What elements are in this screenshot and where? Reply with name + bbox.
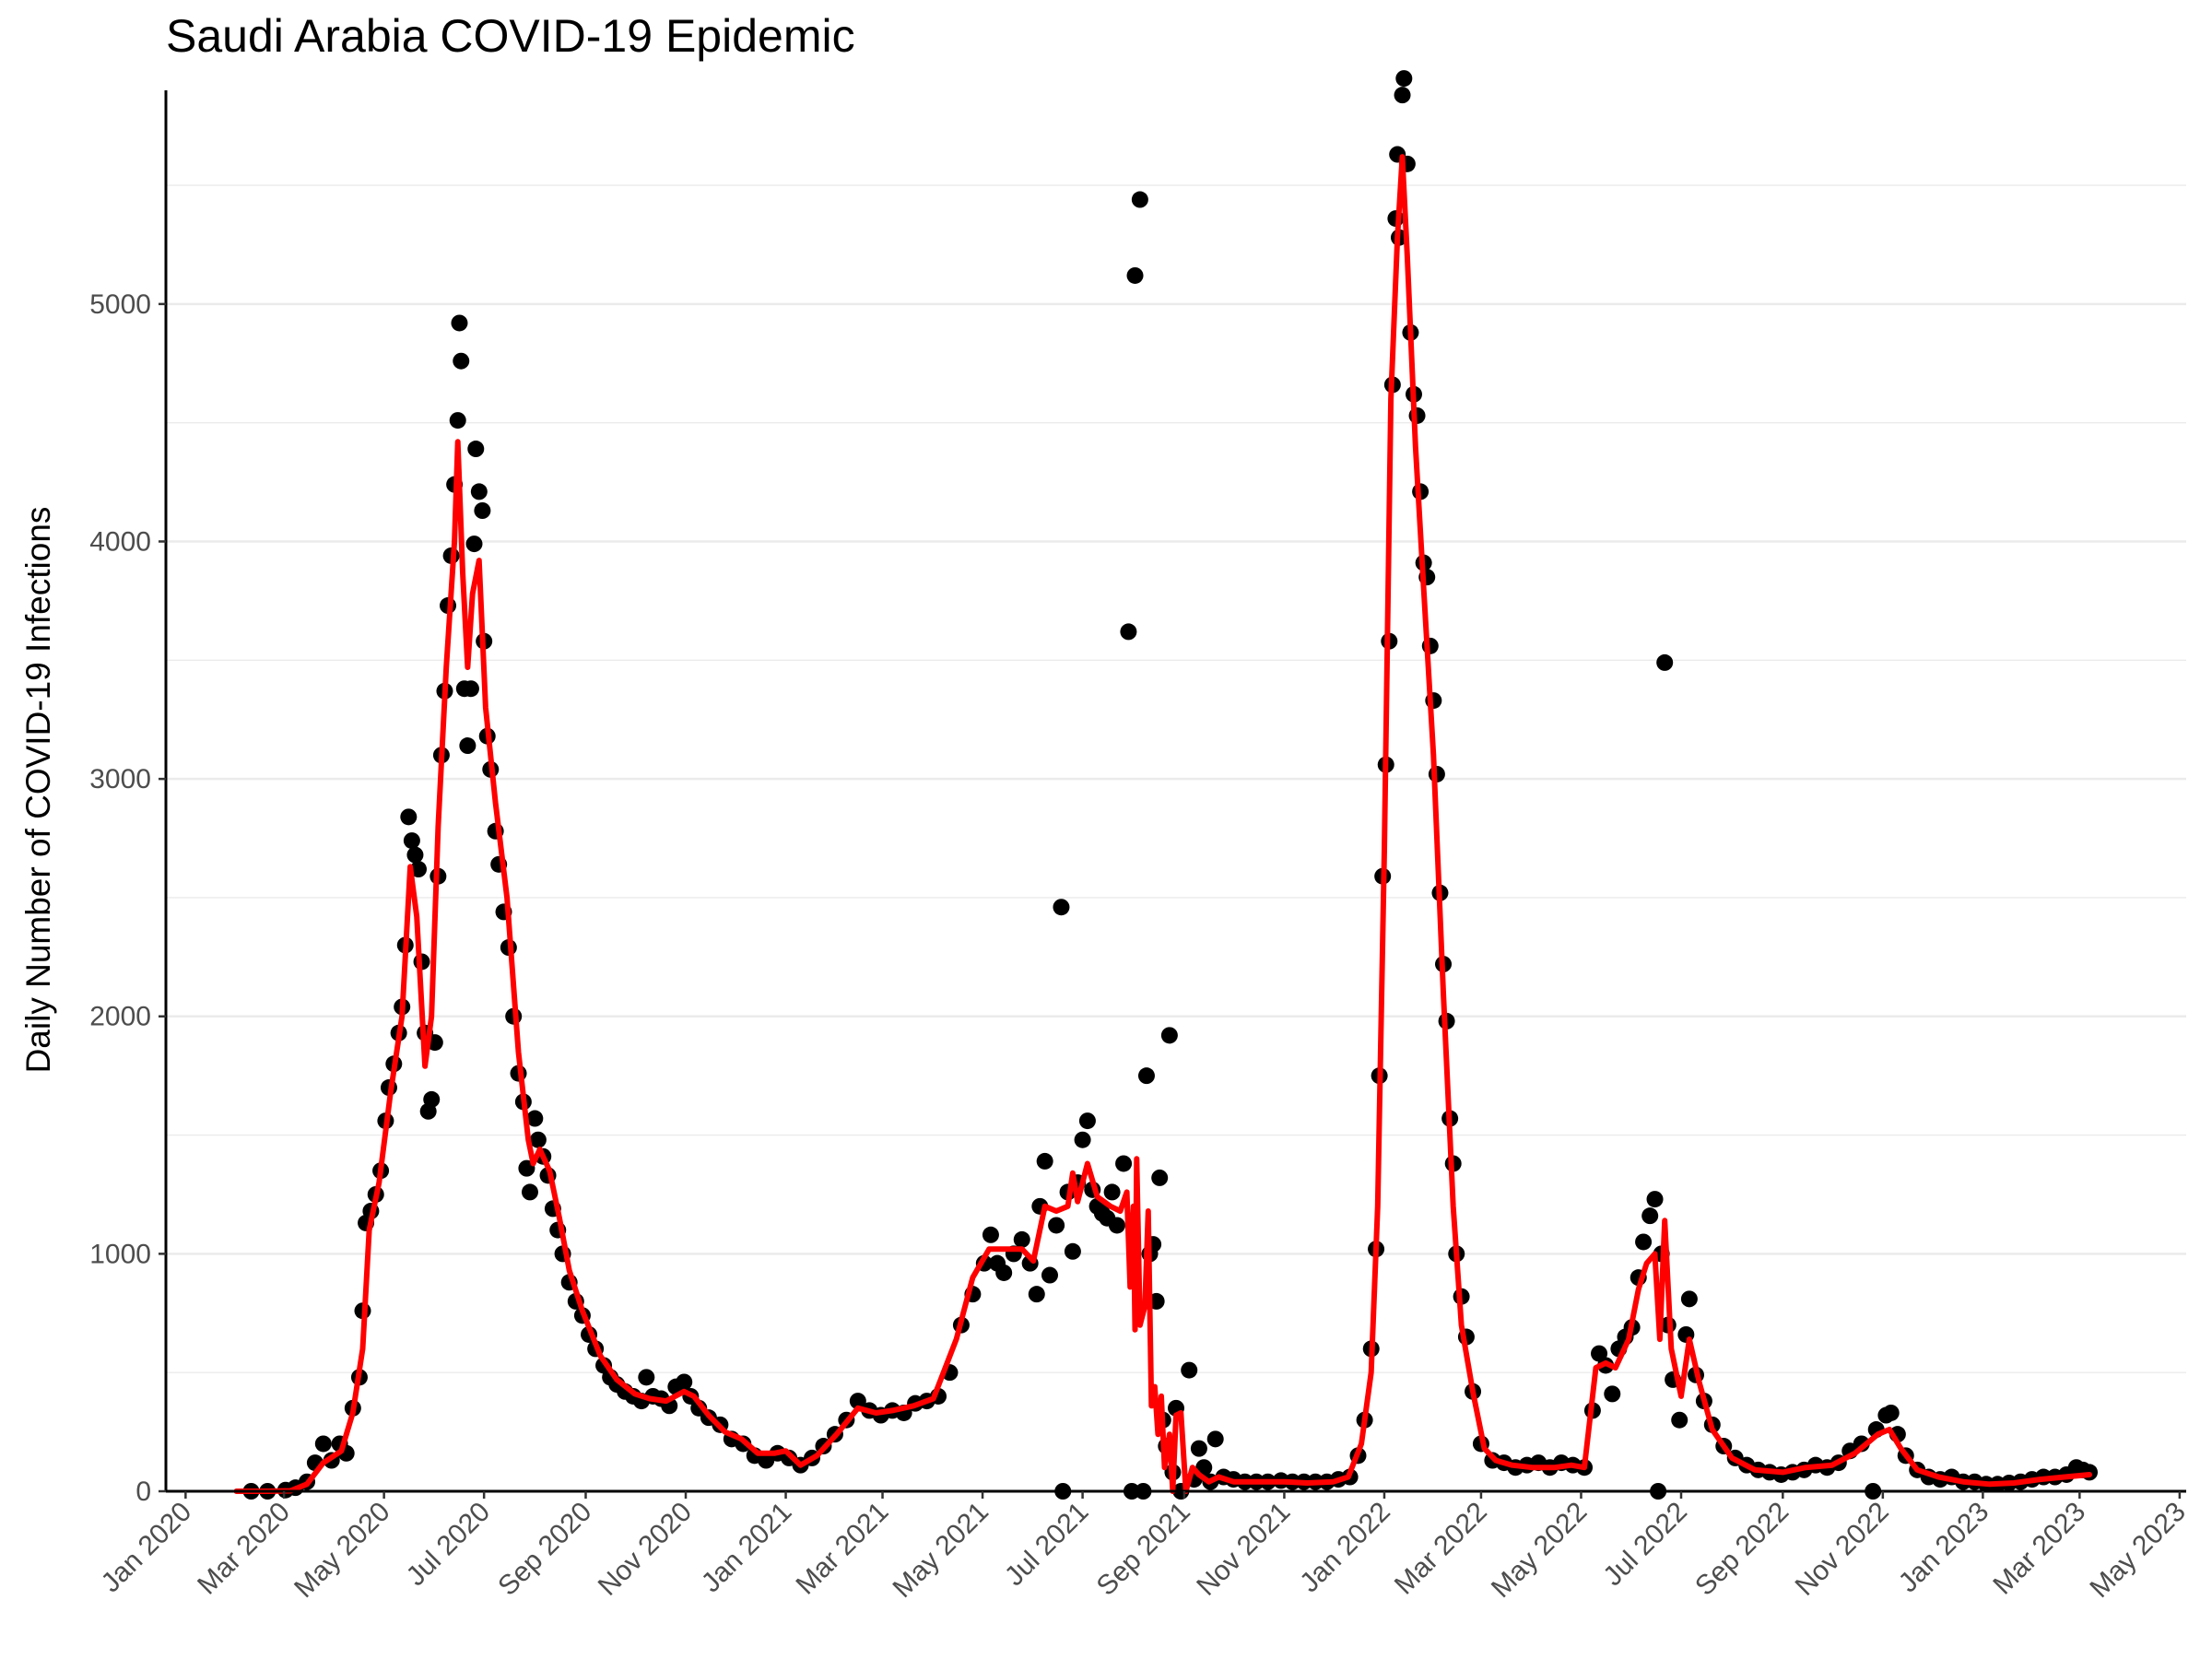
data-point [474, 502, 491, 519]
data-point [1181, 1361, 1198, 1379]
x-tick-label: Sep 2020 [492, 1497, 597, 1602]
x-tick-label: May 2022 [1486, 1497, 1593, 1604]
x-tick-label: Sep 2022 [1689, 1497, 1794, 1602]
x-tick-label: Jul 2022 [1597, 1497, 1693, 1593]
x-tick-label: Mar 2020 [192, 1497, 296, 1601]
data-point [1053, 899, 1070, 916]
x-tick-label: Sep 2021 [1091, 1497, 1196, 1602]
data-point [1064, 1242, 1081, 1260]
data-point [400, 808, 418, 826]
grid-lines [166, 184, 2186, 1493]
data-point [410, 861, 427, 878]
x-tick-label: Jan 2020 [96, 1497, 198, 1599]
data-point [1013, 1230, 1030, 1248]
data-point [1160, 1027, 1178, 1044]
data-point [403, 832, 420, 850]
data-point [1078, 1112, 1096, 1130]
data-point [1048, 1217, 1065, 1234]
y-axis-title: Daily Number of COVID-19 Infections [19, 507, 57, 1074]
data-point [1041, 1266, 1058, 1284]
y-tick-label: 1000 [89, 1239, 151, 1269]
data-point [1190, 1440, 1207, 1457]
data-point [1656, 653, 1674, 671]
data-point [314, 1435, 332, 1453]
data-point [1108, 1217, 1125, 1234]
data-point [1115, 1155, 1133, 1172]
data-point [470, 483, 488, 500]
data-point [995, 1264, 1013, 1281]
data-point [423, 1090, 441, 1108]
data-point [1680, 1290, 1698, 1308]
data-point [1074, 1131, 1091, 1148]
x-tick-label: Nov 2022 [1790, 1497, 1895, 1602]
x-tick-label: Mar 2021 [791, 1497, 895, 1601]
data-point [526, 1110, 544, 1127]
x-tick-label: Nov 2021 [1191, 1497, 1296, 1602]
x-tick-label: Mar 2022 [1389, 1497, 1493, 1601]
data-point [1635, 1233, 1653, 1251]
data-point [1126, 266, 1144, 284]
y-tick-label: 0 [135, 1477, 151, 1507]
y-tick-label: 3000 [89, 764, 151, 794]
y-tick-label: 5000 [89, 289, 151, 320]
smoothed-line [233, 154, 2092, 1494]
data-points [242, 70, 2099, 1500]
chart-title: Saudi Arabia COVID-19 Epidemic [166, 10, 855, 62]
data-point [1137, 1067, 1155, 1085]
data-point [1646, 1191, 1664, 1208]
data-point [1671, 1411, 1688, 1429]
data-point [453, 352, 470, 370]
data-point [529, 1131, 547, 1148]
data-point [465, 535, 483, 553]
x-tick-label: Jan 2023 [1893, 1497, 1995, 1599]
data-point [1120, 623, 1137, 641]
x-tick-label: Jul 2021 [999, 1497, 1095, 1593]
y-tick-label: 4000 [89, 526, 151, 557]
x-tick-label: May 2020 [288, 1497, 395, 1604]
data-point [982, 1226, 999, 1243]
moving-average-line [233, 154, 2092, 1494]
x-tick-label: May 2021 [888, 1497, 994, 1604]
x-tick-label: Jan 2022 [1294, 1497, 1396, 1599]
data-point [462, 680, 479, 698]
data-point [467, 441, 485, 458]
x-tick-label: Mar 2023 [1987, 1497, 2091, 1601]
data-point [449, 412, 466, 429]
data-point [1103, 1183, 1121, 1201]
x-tick-label: Jan 2021 [696, 1497, 798, 1599]
data-point [1206, 1430, 1224, 1448]
data-point [1036, 1152, 1053, 1170]
x-tick-label: May 2023 [2084, 1497, 2191, 1604]
data-point [1395, 70, 1413, 88]
data-point [1641, 1207, 1659, 1225]
data-point [406, 846, 424, 864]
data-point [451, 314, 468, 332]
data-point [1604, 1385, 1621, 1403]
data-point [521, 1183, 538, 1201]
x-tick-label: Nov 2020 [593, 1497, 698, 1602]
data-point [1882, 1404, 1900, 1421]
data-point [849, 1393, 866, 1410]
data-point [676, 1373, 693, 1391]
x-tick-label: Jul 2020 [401, 1497, 497, 1593]
data-point [1394, 87, 1411, 104]
data-point [638, 1369, 655, 1386]
data-point [459, 737, 477, 755]
data-point [1131, 191, 1148, 208]
data-point [1028, 1286, 1045, 1303]
y-tick-label: 2000 [89, 1002, 151, 1032]
data-point [1151, 1169, 1169, 1186]
